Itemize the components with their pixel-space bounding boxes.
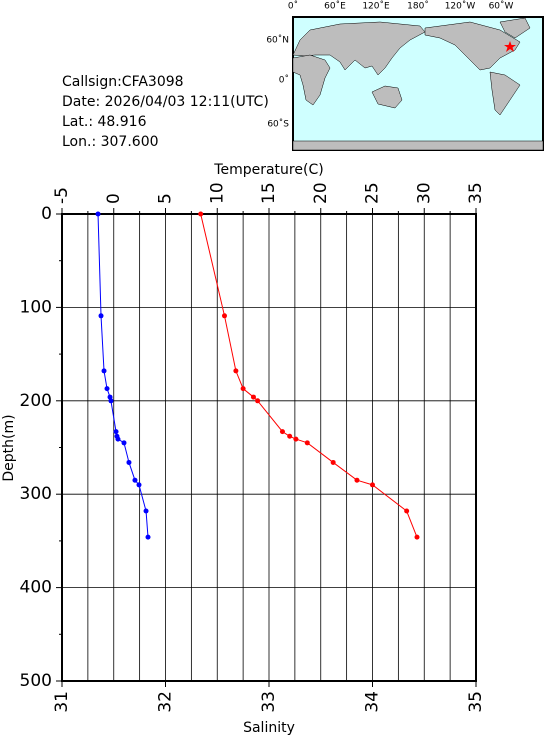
profile-point [108,398,114,404]
info-line: Callsign:CFA3098 [62,74,184,90]
info-line: Lon.: 307.600 [62,134,159,150]
bottom-tick-label: 35 [466,691,486,713]
top-tick-label: 35 [466,182,486,204]
profile-point [101,368,107,374]
info-line: Lat.: 48.916 [62,114,147,130]
top-tick-label: 0 [104,193,124,204]
bottom-tick-label: 33 [259,691,279,713]
profile-point [414,534,420,540]
map-lon-label: 120˚E [362,1,390,12]
profile-point [293,436,299,442]
profile-point [107,394,113,400]
profile-point [95,211,101,217]
bottom-tick-label: 31 [52,691,72,713]
map-lon-label: 60˚E [324,1,346,12]
bottom-tick-label: 34 [363,691,383,713]
station-star [504,41,516,52]
y-tick-label: 0 [41,204,52,224]
map-lat-label: 0˚ [279,75,289,86]
top-tick-label: -5 [52,187,72,204]
profile-point [250,394,256,400]
profile-point [404,508,410,514]
profile-point [221,313,227,319]
top-tick-label: 10 [207,182,227,204]
map-lon-label: 0˚ [288,1,298,12]
y-tick-label: 100 [20,297,52,317]
map-lat-label: 60˚N [266,35,289,46]
south-america [489,71,521,116]
plot-frame [61,213,477,682]
y-tick-label: 500 [20,671,52,691]
profile-point [255,398,261,404]
profile-point [113,429,119,435]
profile-point [304,440,310,446]
map-lat-label: 60˚S [267,119,289,130]
eurasia [292,21,426,76]
map [292,16,544,151]
map-lon-label: 120˚W [445,1,476,12]
australia [371,85,403,109]
bottom-axis-label: Salinity [243,720,295,736]
profile-point [136,482,142,488]
profile-line [200,213,418,538]
profile-point [240,386,246,392]
profile-point [104,386,110,392]
profile-point [233,368,239,374]
profile-point [287,433,293,439]
top-axis-label: Temperature(C) [213,162,323,178]
bottom-tick-label: 32 [156,691,176,713]
top-tick-label: 30 [414,182,434,204]
top-tick-label: 15 [259,182,279,204]
profile-point [198,211,204,217]
y-tick-label: 400 [20,578,52,598]
y-tick-label: 300 [20,484,52,504]
profile-point [126,459,132,465]
info-line: Date: 2026/04/03 12:11(UTC) [62,94,269,110]
top-tick-label: 25 [363,182,383,204]
profile-line [97,213,149,538]
africa [292,54,331,106]
map-lon-label: 180˚ [407,1,429,12]
profile-point [145,534,151,540]
profile-point [354,477,360,483]
north-america [424,21,521,71]
profile-point [115,436,121,442]
profile-point [143,508,149,514]
map-lon-label: 60˚W [489,1,514,12]
profile-point [370,482,375,488]
profile-point [121,440,127,446]
y-axis-label: Depth(m) [1,414,17,481]
greenland [499,17,531,39]
profile-point [330,459,336,465]
top-tick-label: 5 [156,193,176,204]
y-tick-label: 200 [20,391,52,411]
antarctica [292,140,544,151]
profile-point [132,477,138,483]
profile-point [98,313,104,319]
top-tick-label: 20 [311,182,331,204]
profile-point [279,429,285,435]
